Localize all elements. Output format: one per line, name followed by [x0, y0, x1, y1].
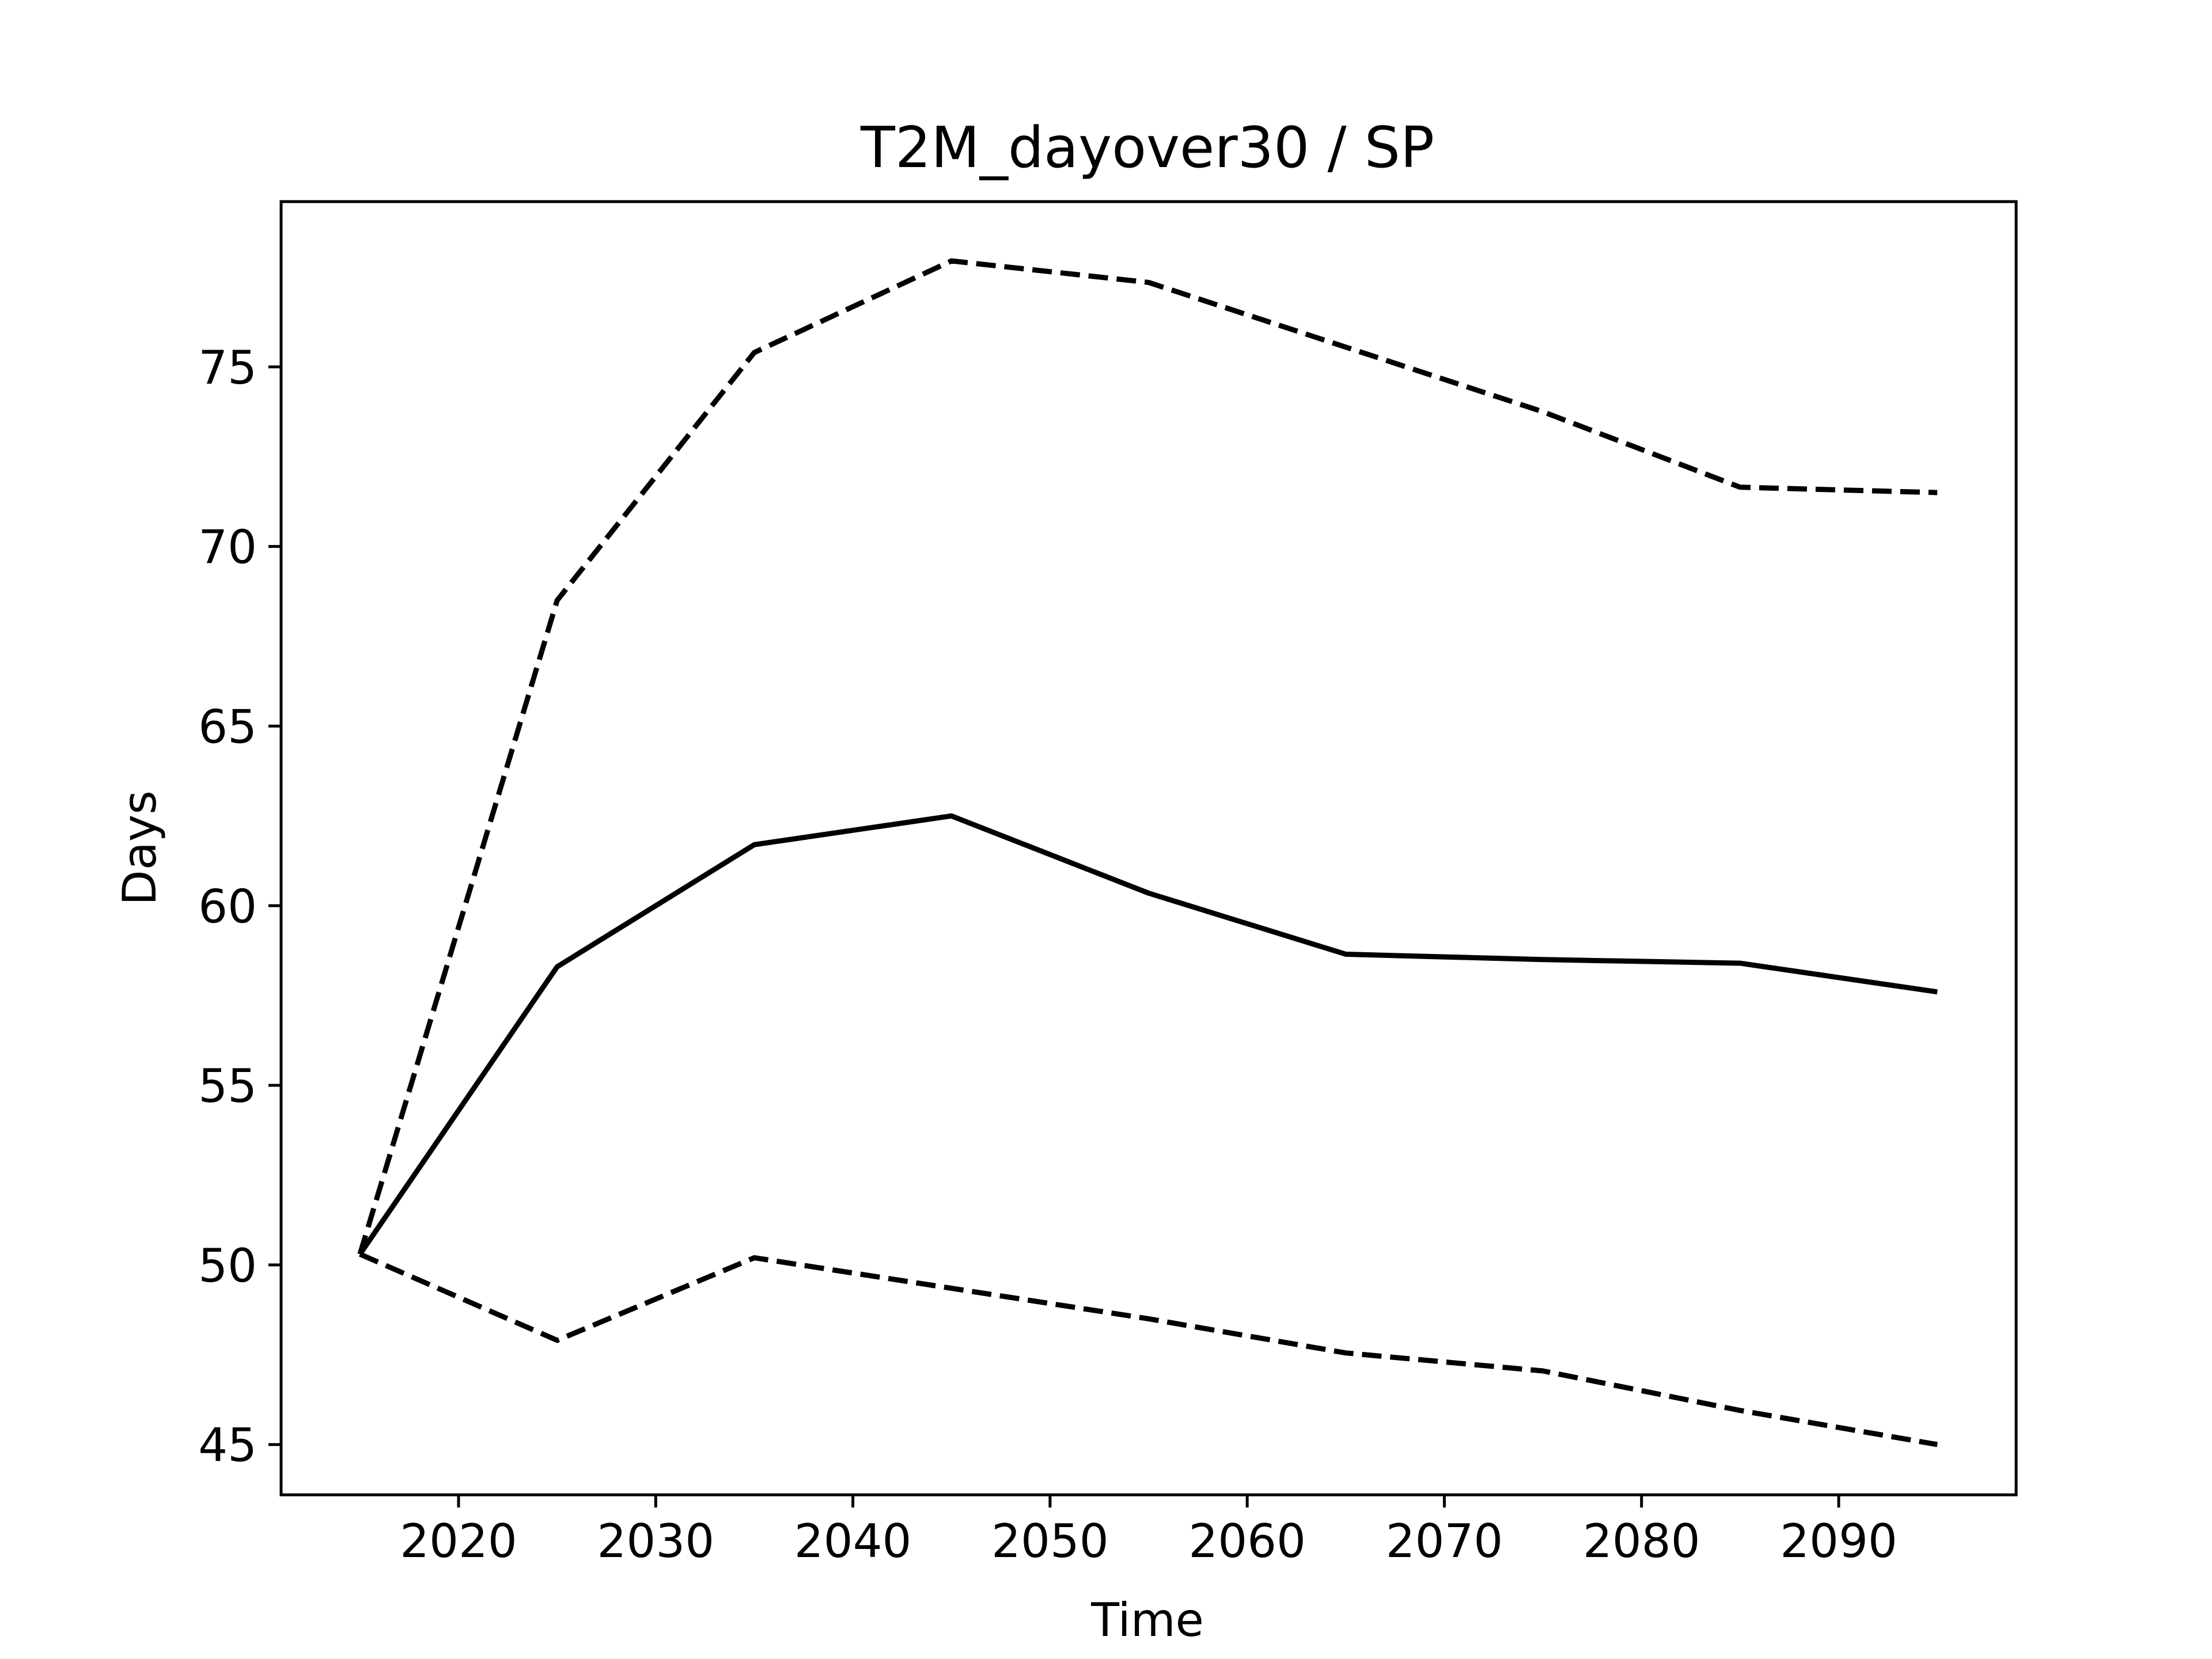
y-axis-label: Days — [113, 790, 166, 906]
series-line-1-dashed — [357, 258, 1938, 1255]
series-line-2-solid — [358, 813, 1938, 1256]
plot-frame — [279, 200, 2018, 1497]
y-tick-label: 65 — [198, 700, 257, 753]
x-tick-label: 2040 — [794, 1514, 912, 1568]
y-axis: 45 50 55 60 65 70 75 — [198, 341, 281, 1472]
y-tick-label: 55 — [198, 1059, 257, 1113]
y-tick-label: 45 — [198, 1419, 257, 1472]
y-tick-label: 60 — [198, 880, 257, 933]
x-tick-label: 2020 — [400, 1514, 517, 1568]
chart-title: T2M_dayover30 / SP — [860, 115, 1434, 181]
x-tick-label: 2060 — [1188, 1514, 1306, 1568]
x-axis-label: Time — [1090, 1593, 1204, 1647]
x-tick-label: 2080 — [1583, 1514, 1700, 1568]
series-line-3-dashed — [359, 1252, 1938, 1448]
x-tick-label: 2090 — [1780, 1514, 1897, 1568]
y-tick-label: 75 — [198, 341, 257, 395]
series-layer — [357, 258, 1938, 1448]
y-tick-label: 50 — [198, 1239, 257, 1293]
x-tick-label: 2070 — [1386, 1514, 1503, 1568]
y-tick-label: 70 — [198, 521, 257, 574]
x-tick-label: 2030 — [597, 1514, 715, 1568]
x-axis: 2020 2030 2040 2050 2060 2070 2080 2090 — [400, 1495, 1897, 1568]
x-tick-label: 2050 — [991, 1514, 1109, 1568]
